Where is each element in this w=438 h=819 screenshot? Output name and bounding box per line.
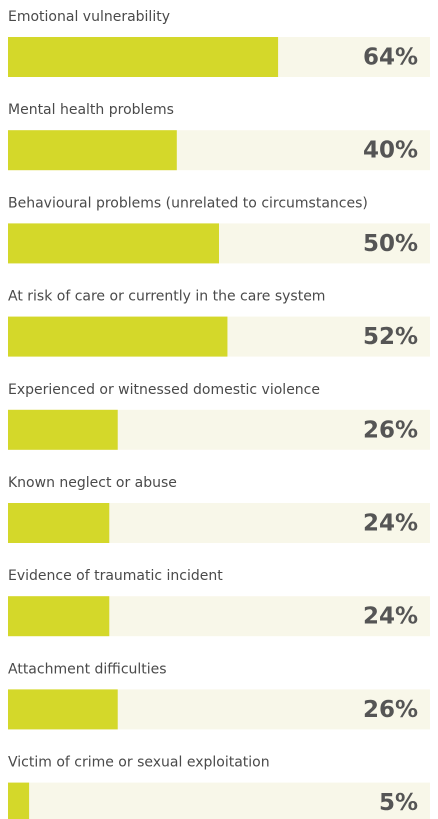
bar-label: Emotional vulnerability [8,9,170,25]
value-label: 24% [363,604,418,630]
value-label: 26% [363,697,418,723]
bar-track [8,782,430,819]
bar-label: At risk of care or currently in the care… [8,289,325,305]
value-label: 5% [379,790,418,816]
bar [8,37,279,77]
value-label: 50% [363,231,418,257]
value-label: 64% [363,45,418,71]
bar-label: Experienced or witnessed domestic violen… [8,382,320,398]
bar-label: Evidence of traumatic incident [8,568,223,584]
bar-label: Attachment difficulties [8,661,167,677]
value-label: 24% [363,511,418,537]
bar-label: Mental health problems [8,102,174,118]
bar-label: Behavioural problems (unrelated to circu… [8,195,368,211]
bar [8,223,219,264]
bar [8,503,110,543]
value-label: 26% [363,417,418,443]
bar [8,689,118,730]
bar-label: Known neglect or abuse [8,475,177,491]
bar [8,782,30,819]
value-label: 40% [363,138,418,164]
bar-label: Victim of crime or sexual exploitation [8,755,270,771]
bar [8,316,228,357]
bar [8,409,118,450]
value-label: 52% [363,324,418,350]
bar [8,130,177,171]
bar [8,596,110,637]
